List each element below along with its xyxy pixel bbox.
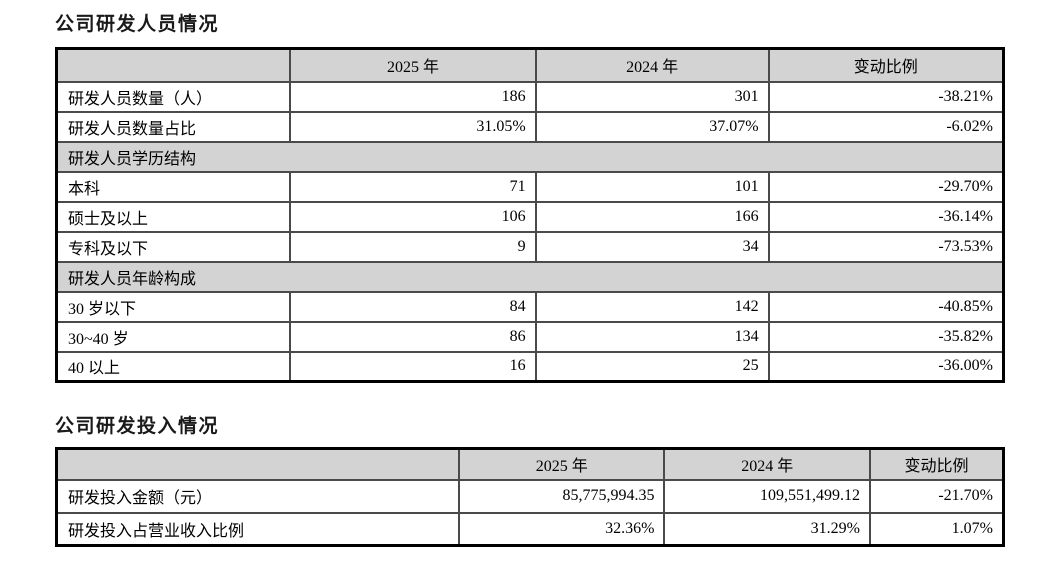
change-cell: -35.82%	[767, 320, 1005, 353]
row-label-cell: 研发投入金额（元）	[55, 478, 460, 514]
value-2024-cell: 109,551,499.12	[663, 478, 871, 514]
row-label-cell: 研发投入占营业收入比例	[55, 511, 460, 547]
value-2025-cell: 9	[289, 230, 537, 263]
value-2024-cell: 37.07%	[534, 110, 770, 143]
value-2025-cell: 84	[289, 290, 537, 323]
header-year-2024: 2024 年	[534, 47, 770, 83]
change-cell: -38.21%	[767, 80, 1005, 113]
row-label-cell: 硕士及以上	[55, 200, 292, 233]
row-label-cell: 研发人员数量（人）	[55, 80, 292, 113]
value-2024-cell: 301	[534, 80, 770, 113]
value-2025-cell: 106	[289, 200, 537, 233]
rd-personnel-section-title: 公司研发人员情况	[55, 14, 220, 35]
value-2024-cell: 25	[534, 350, 770, 383]
header-year-2025: 2025 年	[457, 447, 666, 481]
value-2025-cell: 32.36%	[457, 511, 666, 547]
value-2024-cell: 31.29%	[663, 511, 871, 547]
change-cell: -40.85%	[767, 290, 1005, 323]
table-row: 研发人员数量占比 31.05% 37.07% -6.02%	[55, 110, 1005, 143]
table-row: 30 岁以下 84 142 -40.85%	[55, 290, 1005, 323]
value-2024-cell: 34	[534, 230, 770, 263]
value-2025-cell: 31.05%	[289, 110, 537, 143]
header-change-ratio: 变动比例	[767, 47, 1005, 83]
row-label-cell: 研发人员数量占比	[55, 110, 292, 143]
table-row: 专科及以下 9 34 -73.53%	[55, 230, 1005, 263]
header-change-ratio: 变动比例	[868, 447, 1005, 481]
section-header-cell: 研发人员学历结构	[55, 140, 1005, 173]
table-row: 研发投入占营业收入比例 32.36% 31.29% 1.07%	[55, 511, 1005, 547]
value-2024-cell: 166	[534, 200, 770, 233]
value-2025-cell: 85,775,994.35	[457, 478, 666, 514]
row-label-cell: 本科	[55, 170, 292, 203]
table-row: 研发投入金额（元） 85,775,994.35 109,551,499.12 -…	[55, 478, 1005, 514]
table-header-row: 2025 年 2024 年 变动比例	[55, 447, 1005, 481]
row-label-cell: 专科及以下	[55, 230, 292, 263]
table-section-row: 研发人员年龄构成	[55, 260, 1005, 293]
table-row: 30~40 岁 86 134 -35.82%	[55, 320, 1005, 353]
value-2025-cell: 186	[289, 80, 537, 113]
value-2024-cell: 142	[534, 290, 770, 323]
table-header-row: 2025 年 2024 年 变动比例	[55, 47, 1005, 83]
row-label-cell: 40 以上	[55, 350, 292, 383]
header-blank-cell	[55, 47, 292, 83]
change-cell: -29.70%	[767, 170, 1005, 203]
section-header-cell: 研发人员年龄构成	[55, 260, 1005, 293]
table-section-row: 研发人员学历结构	[55, 140, 1005, 173]
table-row: 40 以上 16 25 -36.00%	[55, 350, 1005, 383]
value-2025-cell: 16	[289, 350, 537, 383]
value-2024-cell: 134	[534, 320, 770, 353]
header-blank-cell	[55, 447, 460, 481]
rd-investment-table: 2025 年 2024 年 变动比例 研发投入金额（元） 85,775,994.…	[55, 447, 1005, 547]
header-year-2024: 2024 年	[663, 447, 871, 481]
change-cell: -21.70%	[868, 478, 1005, 514]
change-cell: -6.02%	[767, 110, 1005, 143]
table-row: 本科 71 101 -29.70%	[55, 170, 1005, 203]
row-label-cell: 30 岁以下	[55, 290, 292, 323]
change-cell: -36.14%	[767, 200, 1005, 233]
change-cell: 1.07%	[868, 511, 1005, 547]
header-year-2025: 2025 年	[289, 47, 537, 83]
rd-investment-section-title: 公司研发投入情况	[55, 416, 220, 437]
change-cell: -36.00%	[767, 350, 1005, 383]
table-row: 硕士及以上 106 166 -36.14%	[55, 200, 1005, 233]
table-row: 研发人员数量（人） 186 301 -38.21%	[55, 80, 1005, 113]
row-label-cell: 30~40 岁	[55, 320, 292, 353]
value-2025-cell: 71	[289, 170, 537, 203]
change-cell: -73.53%	[767, 230, 1005, 263]
rd-personnel-table: 2025 年 2024 年 变动比例 研发人员数量（人） 186 301 -38…	[55, 47, 1005, 383]
value-2024-cell: 101	[534, 170, 770, 203]
value-2025-cell: 86	[289, 320, 537, 353]
